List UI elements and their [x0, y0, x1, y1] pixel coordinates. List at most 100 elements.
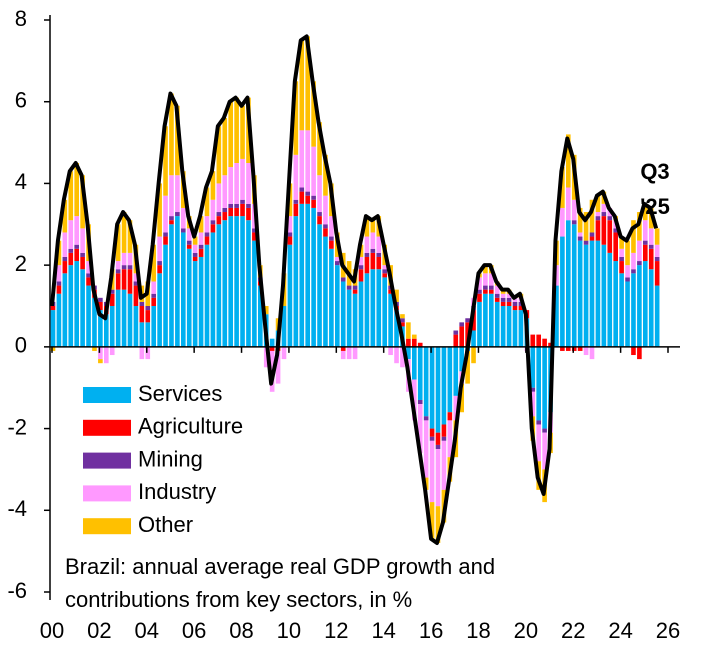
bar-segment [453, 330, 459, 335]
bar-segment [80, 252, 85, 257]
legend-swatch [83, 485, 131, 502]
bar-segment [68, 171, 74, 221]
bar-segment [62, 232, 68, 257]
bar-segment [500, 306, 506, 347]
bar-segment [483, 293, 488, 347]
bar-segment [293, 203, 299, 217]
bar-segment [323, 195, 328, 225]
bar-segment [625, 281, 630, 347]
bar-segment [175, 105, 180, 176]
bar-segment [429, 440, 435, 503]
bar-segment [642, 240, 648, 245]
bar-segment [216, 216, 222, 225]
bar-segment [210, 224, 216, 233]
bar-segment [654, 244, 660, 257]
bar-segment [536, 334, 542, 347]
bar-segment [648, 248, 654, 270]
bar-segment [447, 420, 453, 458]
bar-segment [619, 256, 624, 262]
bar-segment [494, 285, 500, 294]
chart-title: contributions from key sectors, in % [65, 587, 412, 612]
bar-segment [293, 154, 299, 200]
y-tick-label: -2 [7, 414, 27, 439]
bar-segment [571, 224, 577, 347]
bar-segment [192, 252, 198, 257]
bar-segment [488, 289, 494, 294]
bar-segment [186, 228, 192, 241]
bar-segment [157, 261, 162, 266]
y-tick-label: 8 [15, 6, 27, 31]
bar-segment [169, 224, 174, 347]
x-tick-label: 16 [419, 618, 443, 643]
bar-segment [654, 285, 660, 347]
bar-segment [317, 175, 322, 213]
bar-segment [240, 158, 245, 200]
bar-segment [494, 293, 500, 298]
bar-segment [648, 244, 654, 249]
bar-segment [109, 306, 115, 347]
chart-title: Brazil: annual average real GDP growth a… [65, 554, 495, 579]
bar-segment [311, 207, 316, 347]
bar-segment [417, 342, 423, 347]
bar-segment [121, 289, 127, 347]
bar-segment [364, 236, 370, 253]
bar-segment [583, 244, 589, 347]
bar-segment [613, 228, 619, 233]
bar-segment [388, 346, 393, 356]
bar-segment [453, 395, 459, 421]
bar-segment [400, 314, 405, 319]
bar-segment [364, 216, 370, 237]
bar-segment [370, 269, 376, 347]
bar-segment [222, 175, 228, 208]
bar-segment [435, 506, 441, 543]
bar-segment [642, 220, 648, 241]
bar-segment [411, 338, 417, 347]
bar-segment [305, 36, 311, 131]
bar-segment [376, 269, 382, 347]
bar-segment [74, 216, 80, 245]
bar-segment [204, 216, 210, 233]
bar-segment [263, 346, 269, 368]
bar-segment [370, 232, 376, 249]
bar-segment [175, 212, 180, 217]
bar-segment [394, 310, 399, 347]
bar-segment [56, 281, 62, 286]
bar-segment [311, 199, 316, 208]
bar-segment [435, 346, 441, 433]
bar-segment [210, 171, 216, 200]
bar-segment [293, 81, 299, 155]
bar-segment [157, 236, 162, 262]
bar-segment [483, 265, 488, 274]
bar-segment [364, 256, 370, 274]
bar-segment [506, 301, 512, 306]
bar-segment [648, 269, 654, 347]
bar-segment [400, 346, 405, 368]
bar-segment [417, 399, 423, 405]
bar-segment [311, 81, 316, 147]
bar-segment [631, 252, 636, 270]
bar-segment [68, 265, 74, 347]
legend-label: Mining [138, 446, 203, 471]
y-tick-label: -4 [7, 496, 27, 521]
bar-segment [56, 240, 62, 266]
total-line [50, 34, 659, 545]
x-tick-label: 18 [466, 618, 490, 643]
x-tick-label: 20 [514, 618, 538, 643]
bar-segment [115, 289, 121, 347]
legend-swatch [83, 452, 131, 469]
bar-segment [198, 216, 204, 233]
bar-segment [619, 248, 624, 257]
bar-segment [305, 203, 311, 347]
bar-segment [394, 346, 399, 364]
bar-segment [252, 232, 257, 241]
bar-segment [329, 216, 334, 237]
bar-segment [654, 228, 660, 245]
bar-segment [358, 281, 364, 347]
bar-segment [222, 207, 228, 213]
bar-segment [565, 346, 571, 351]
bar-segment [619, 273, 624, 347]
bar-segment [151, 244, 157, 282]
bar-segment [139, 306, 145, 323]
bar-segment [346, 289, 352, 347]
